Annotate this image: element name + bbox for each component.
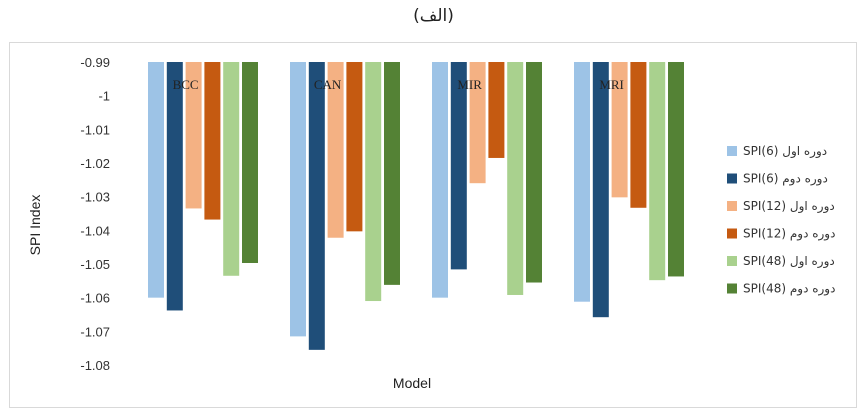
- y-axis-ticks: -0.99 -1 -1.01 -1.02 -1.03 -1.04 -1.05 -1.06 -1.…: [80, 55, 110, 373]
- legend-swatch: [727, 228, 737, 239]
- legend-swatch: [727, 146, 737, 156]
- bar-can-series-2: [327, 62, 344, 238]
- bar-can-series-0: [290, 62, 306, 337]
- bar-mir-series-4: [507, 62, 524, 295]
- legend-label: SPI(12) دوره اول: [743, 199, 835, 214]
- bar-can-series-1: [308, 62, 325, 350]
- legend-label: SPI(6) دوره دوم: [743, 172, 828, 187]
- legend-swatch: [727, 201, 737, 211]
- bar-bcc-series-0: [148, 62, 164, 298]
- legend-swatch: [727, 283, 737, 294]
- bar-mri-series-2: [611, 62, 628, 198]
- bar-mir-series-3: [488, 62, 505, 158]
- bar-mri-series-0: [574, 62, 590, 302]
- bar-mri-series-3: [630, 62, 647, 208]
- bar-bcc-series-4: [223, 62, 240, 276]
- y-tick-label: -1.06: [80, 291, 110, 306]
- bar-mir-series-1: [450, 62, 467, 270]
- bar-mir-series-5: [526, 62, 542, 283]
- x-axis-title: Model: [393, 375, 431, 391]
- legend-swatch: [727, 256, 737, 266]
- y-tick-label: -1.01: [80, 122, 110, 137]
- bar-can-series-4: [365, 62, 382, 302]
- bar-bcc-series-3: [204, 62, 221, 220]
- y-tick-label: -1.04: [80, 223, 110, 238]
- bar-bcc-series-1: [166, 62, 183, 311]
- y-tick-label: -1.03: [80, 190, 110, 205]
- bar-bcc-series-2: [185, 62, 202, 209]
- y-tick-label: -1.07: [80, 324, 110, 339]
- chart-frame: [9, 42, 857, 408]
- legend-label: SPI(6) دوره اول: [743, 144, 827, 159]
- bar-bcc-series-5: [242, 62, 258, 263]
- legend-label: SPI(12) دوره دوم: [743, 227, 835, 242]
- y-tick-label: -1: [98, 89, 110, 104]
- bar-can-series-3: [346, 62, 363, 232]
- chart-caption: (الف): [413, 6, 454, 26]
- category-label: MIR: [457, 77, 482, 92]
- bar-mri-series-1: [592, 62, 609, 318]
- bar-can-series-5: [384, 62, 400, 285]
- bar-mir-series-0: [432, 62, 448, 298]
- y-tick-label: -1.05: [80, 257, 110, 272]
- bar-mri-series-4: [649, 62, 666, 281]
- y-tick-label: -0.99: [80, 55, 110, 70]
- bar-mir-series-2: [469, 62, 486, 184]
- legend-label: SPI(48) دوره اول: [743, 254, 835, 269]
- bar-mri-series-5: [668, 62, 684, 277]
- y-tick-label: -1.08: [80, 358, 110, 373]
- bars-group: [148, 62, 684, 350]
- category-labels: BCC CAN MIR MRI: [173, 77, 624, 92]
- category-label: CAN: [314, 77, 342, 92]
- y-tick-label: -1.02: [80, 156, 110, 171]
- category-label: MRI: [599, 77, 624, 92]
- legend-swatch: [727, 173, 737, 184]
- legend-label: SPI(48) دوره دوم: [743, 282, 835, 297]
- y-axis-title: SPI Index: [27, 195, 43, 256]
- category-label: BCC: [173, 77, 199, 92]
- legend: SPI(6) دوره اول SPI(6) دوره دوم SPI(12) دو…: [727, 144, 835, 297]
